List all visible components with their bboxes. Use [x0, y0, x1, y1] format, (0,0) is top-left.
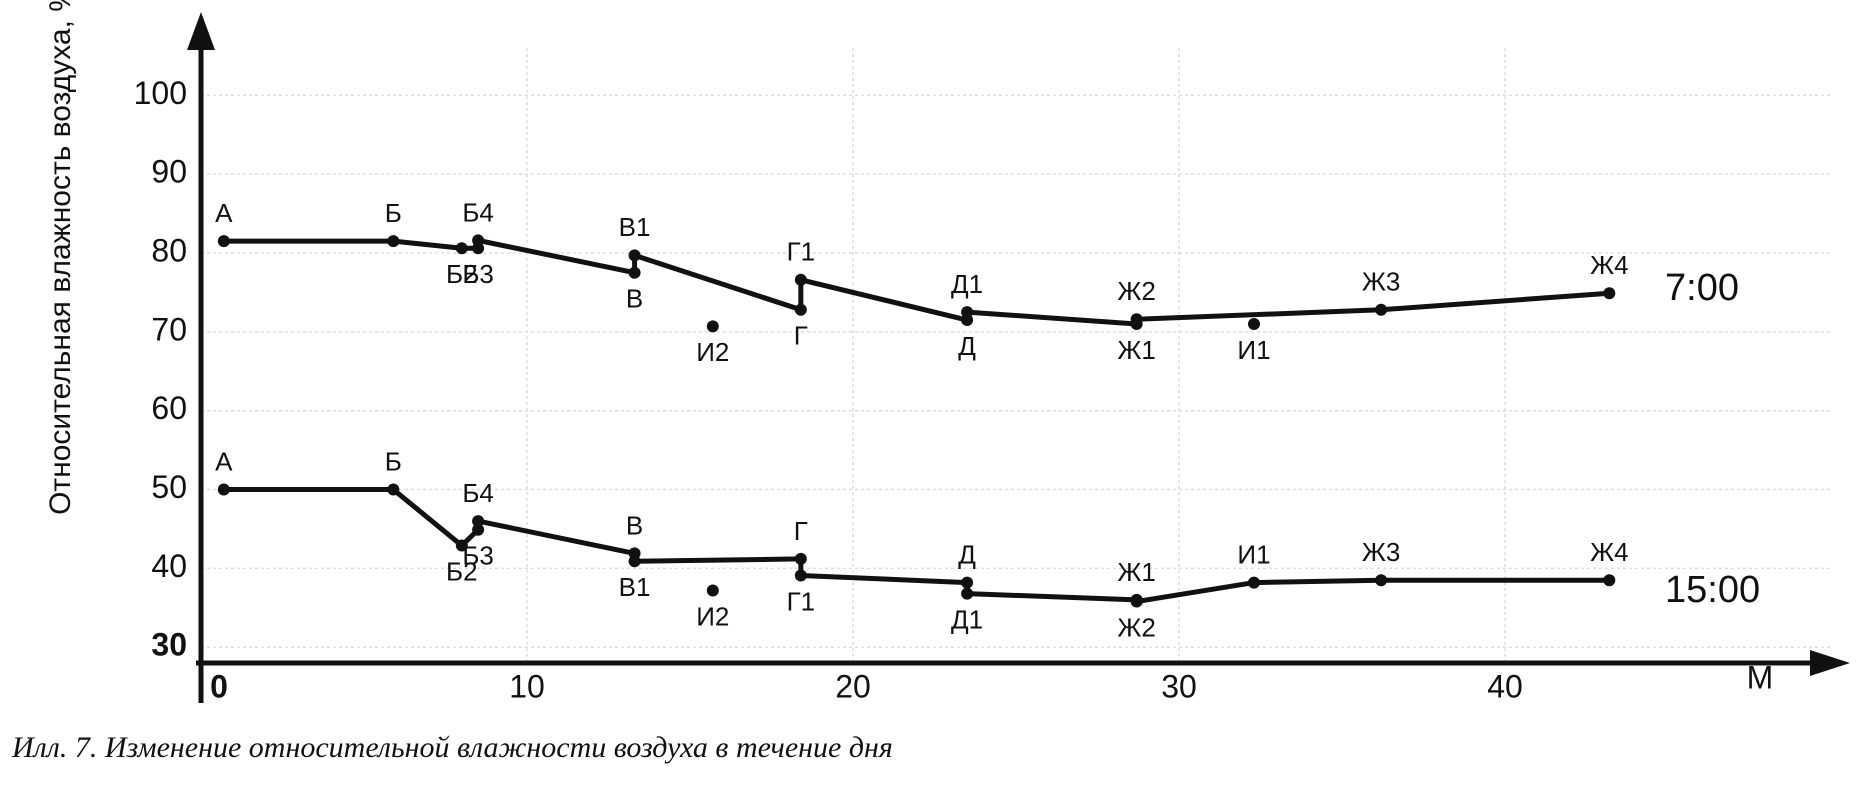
point-label: Ж2: [1117, 276, 1155, 306]
point: [1603, 574, 1616, 587]
point-label: Б3: [462, 541, 494, 571]
point: [1130, 595, 1143, 608]
y-tick-label: 60: [151, 390, 187, 426]
series-label: 7:00: [1665, 267, 1739, 309]
point: [217, 235, 230, 248]
y-tick-label: 30: [151, 627, 187, 663]
point-label: Ж3: [1362, 537, 1400, 567]
point-label: И2: [696, 601, 729, 631]
point-label: Д: [958, 331, 976, 361]
point: [1375, 574, 1388, 587]
point: [472, 523, 485, 536]
point-label: Д: [958, 539, 976, 569]
point-label: Б2: [446, 556, 478, 586]
point: [1130, 313, 1143, 326]
isolated-point: [1247, 317, 1260, 330]
point: [794, 303, 807, 316]
point-label: А: [215, 446, 233, 476]
point-label: В1: [619, 572, 651, 602]
point: [472, 515, 485, 528]
point: [628, 555, 641, 568]
point: [794, 569, 807, 582]
point-label: Б3: [462, 259, 494, 289]
point-label: В: [626, 510, 643, 540]
point: [961, 306, 974, 319]
point: [628, 266, 641, 279]
point-label: Ж4: [1590, 250, 1628, 280]
point-label: Ж2: [1117, 612, 1155, 642]
x-tick-label: 30: [1161, 668, 1197, 704]
point: [961, 587, 974, 600]
point: [387, 483, 400, 496]
point-label: Б: [385, 446, 402, 476]
point: [455, 539, 468, 552]
point-label: Д1: [951, 604, 983, 634]
point-label: Б: [385, 198, 402, 228]
isolated-point: [706, 584, 719, 597]
point-label: Ж1: [1117, 335, 1155, 365]
y-tick-label: 50: [151, 469, 187, 505]
point: [961, 576, 974, 589]
x-tick-label: 40: [1487, 668, 1523, 704]
y-tick-label: 90: [151, 154, 187, 190]
y-axis-label: Относительная влажность воздуха, %: [44, 0, 77, 515]
x-tick-label: 10: [509, 668, 545, 704]
x-axis-arrow: [1810, 650, 1850, 676]
point: [794, 552, 807, 565]
point-label: В: [626, 284, 643, 314]
point-label: Г1: [787, 586, 816, 616]
point: [472, 234, 485, 247]
point-label: А: [215, 198, 233, 228]
point-label: Ж3: [1362, 267, 1400, 297]
point: [1247, 576, 1260, 589]
point-label: Б4: [462, 197, 494, 227]
point-label: Б4: [462, 478, 494, 508]
x-tick-label: 0: [210, 668, 228, 704]
point-label: Д1: [951, 269, 983, 299]
y-axis-arrow: [187, 12, 215, 50]
point-label: Г: [794, 321, 808, 351]
chart-title: Илл. 7. Изменение относительной влажност…: [11, 731, 893, 764]
point-label: Г: [794, 516, 808, 546]
point-label: Г1: [787, 237, 816, 267]
point-label: И2: [696, 337, 729, 367]
y-tick-label: 80: [151, 232, 187, 268]
y-tick-label: 40: [151, 548, 187, 584]
series-label: 15:00: [1665, 569, 1760, 611]
point: [387, 235, 400, 248]
point-label: Б2: [446, 259, 478, 289]
point-label: Ж4: [1590, 537, 1628, 567]
point-label: Ж1: [1117, 557, 1155, 587]
point: [1603, 287, 1616, 300]
isolated-point: [706, 320, 719, 333]
point-label: И1: [1237, 335, 1270, 365]
y-tick-label: 70: [151, 311, 187, 347]
y-tick-label: 100: [134, 75, 187, 111]
x-tick-label: 20: [835, 668, 871, 704]
point-label: И1: [1237, 539, 1270, 569]
point: [794, 273, 807, 286]
point: [628, 249, 641, 262]
point: [217, 483, 230, 496]
point-label: В1: [619, 212, 651, 242]
point: [455, 242, 468, 255]
line: [223, 487, 1610, 604]
point: [1375, 303, 1388, 316]
